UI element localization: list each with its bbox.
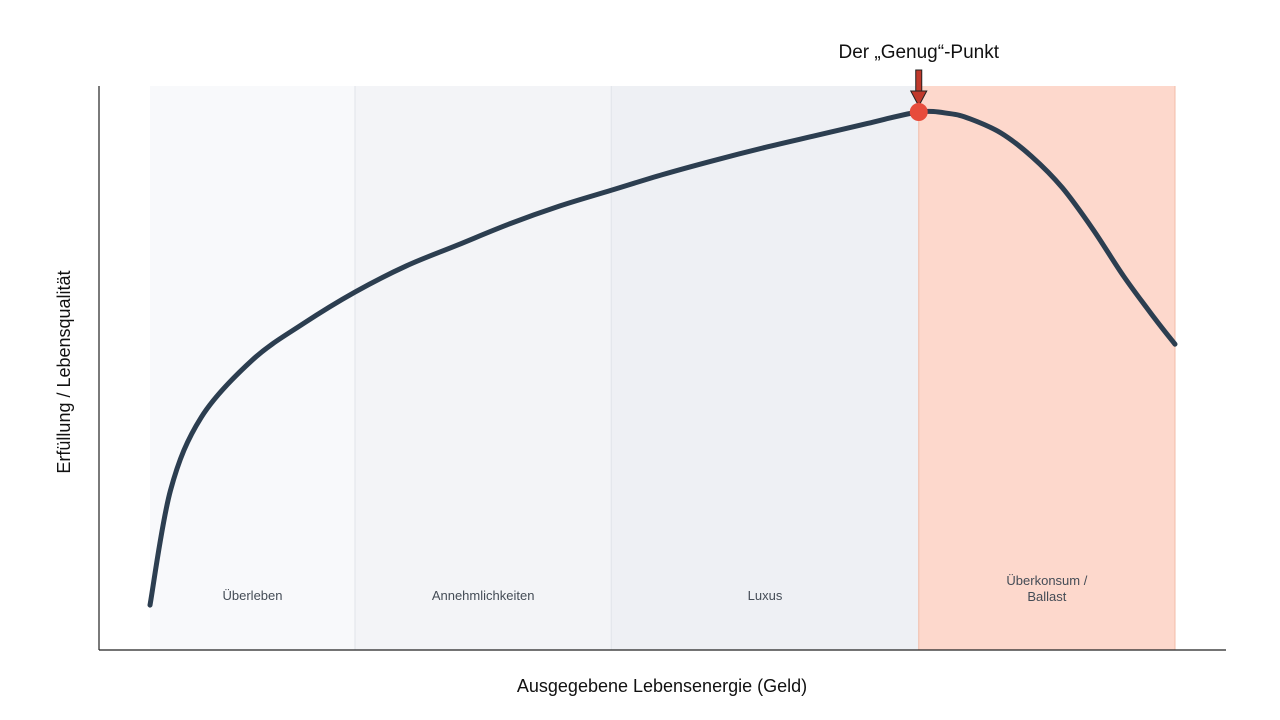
- zone-label: Annehmlichkeiten: [432, 588, 535, 603]
- zone-band: [150, 86, 355, 650]
- annotation-arrow-head: [909, 90, 928, 108]
- zone-label-line: Annehmlichkeiten: [432, 588, 535, 603]
- annotation-arrow-shaft: [915, 69, 923, 93]
- zone-label-line: Überleben: [223, 588, 283, 603]
- genug-point-marker: [909, 103, 928, 121]
- zone-dividers: [354, 86, 1176, 650]
- y-axis-title: Erfüllung / Lebensqualität: [54, 270, 74, 473]
- zone-label-line: Ballast: [1027, 589, 1066, 604]
- series-group: [147, 108, 1178, 608]
- zone-band: [355, 86, 612, 650]
- series-line: [147, 108, 1178, 608]
- annotation-label: Der „Genug“-Punkt: [838, 42, 999, 63]
- zone-band: [611, 86, 919, 650]
- annotation-group: Der „Genug“-Punkt: [838, 42, 1000, 121]
- x-axis-title: Ausgegebene Lebensenergie (Geld): [517, 676, 807, 696]
- zone-label: Luxus: [748, 588, 783, 603]
- zone-label-line: Überkonsum /: [1006, 573, 1087, 588]
- zone-labels: Überleben Annehmlichkeiten Luxus Überkonsum…: [223, 573, 1088, 604]
- zone-band: [918, 86, 1175, 650]
- zone-backgrounds: [150, 86, 1175, 650]
- zone-label-line: Luxus: [748, 588, 783, 603]
- zone-label: Überleben: [223, 588, 283, 603]
- zone-label: Überkonsum / Ballast: [1006, 573, 1087, 604]
